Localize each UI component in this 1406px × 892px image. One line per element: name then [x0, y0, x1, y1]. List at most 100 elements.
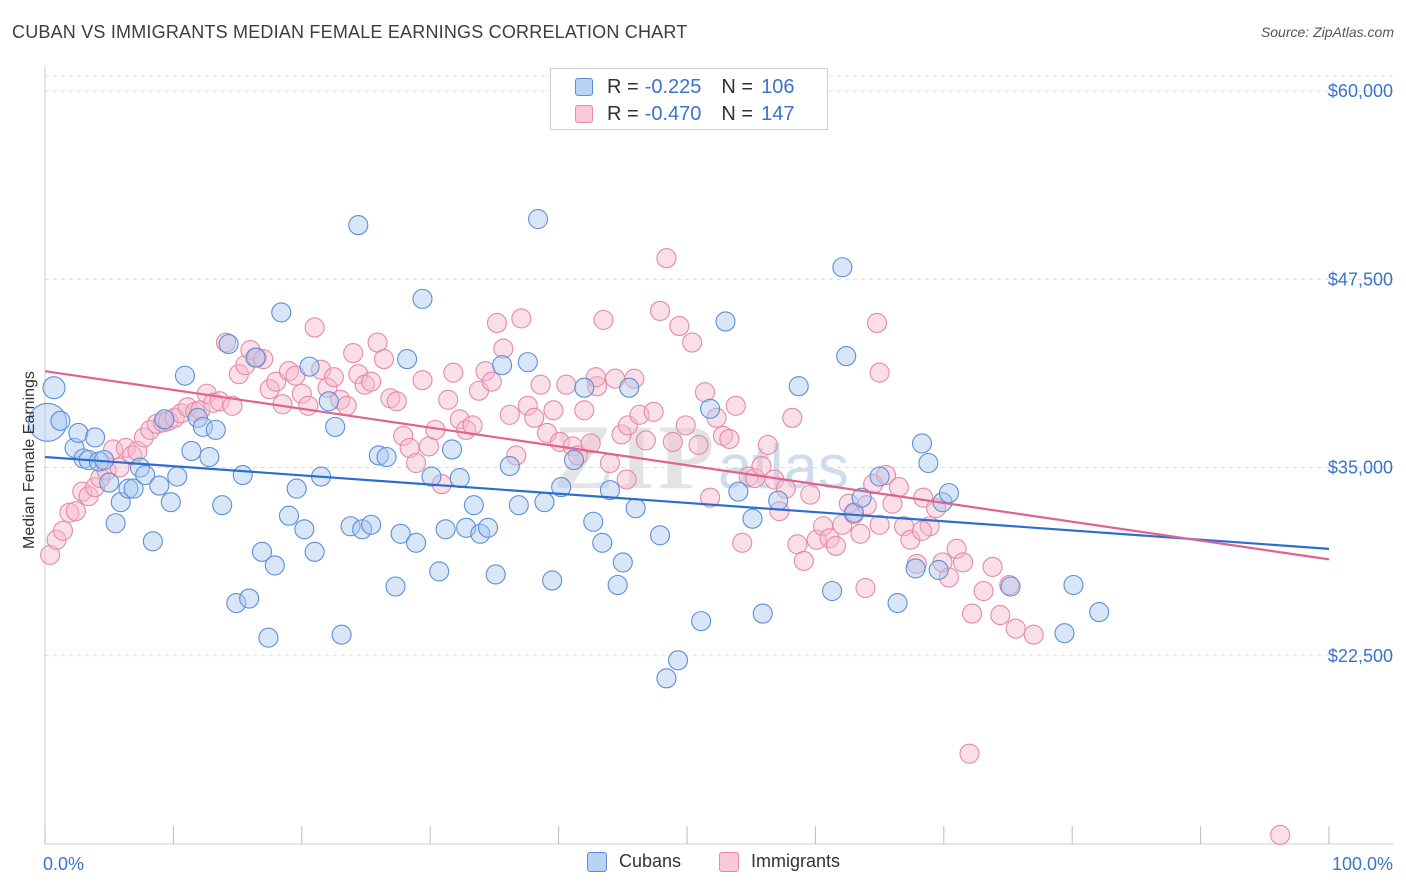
data-point [619, 377, 640, 398]
cubans-swatch [575, 78, 593, 96]
data-point [253, 349, 274, 370]
data-point [226, 593, 247, 614]
data-point [443, 362, 464, 383]
data-point [463, 495, 484, 516]
legend-n-label: N = [721, 75, 754, 98]
data-point [667, 650, 689, 671]
data-point [1270, 824, 1291, 846]
data-point [203, 392, 224, 413]
data-point [251, 541, 273, 562]
y-tick-label: $35,000 [1328, 458, 1393, 478]
chart-title: CUBAN VS IMMIGRANTS MEDIAN FEMALE EARNIN… [12, 22, 688, 42]
data-point [656, 248, 677, 269]
data-point [304, 541, 325, 562]
data-point [612, 552, 633, 573]
data-point [869, 466, 890, 487]
data-point [715, 311, 736, 332]
legend-row-cubans: R = -0.225 N = 106 [575, 76, 794, 98]
data-point [105, 513, 126, 534]
data-point [59, 502, 80, 523]
axes [44, 66, 1393, 845]
data-point [393, 425, 414, 446]
data-point [499, 455, 520, 477]
data-point [340, 516, 361, 537]
immigrants-swatch [719, 851, 739, 872]
data-point [961, 603, 983, 624]
data-point [625, 498, 646, 519]
data-point [65, 501, 86, 522]
data-point [855, 577, 876, 599]
x-tick-label: 100.0% [1332, 854, 1393, 874]
data-point [793, 550, 814, 571]
data-point [607, 574, 628, 596]
data-point [294, 519, 315, 540]
data-point [530, 374, 551, 395]
data-point [421, 466, 442, 487]
legend-row-immigrants: R = -0.470 N = 147 [575, 103, 794, 125]
legend-item-cubans[interactable]: Cubans [587, 851, 681, 872]
data-point [449, 468, 470, 489]
data-point [485, 564, 506, 585]
data-point [40, 544, 61, 565]
data-point [732, 532, 753, 553]
data-point [245, 347, 266, 368]
data-point [649, 300, 671, 321]
data-point [135, 465, 156, 486]
data-point [574, 377, 595, 398]
data-point [390, 523, 411, 544]
data-point [583, 511, 604, 532]
data-point [669, 315, 690, 337]
data-point [361, 371, 382, 392]
x-tick-label: 0.0% [43, 854, 84, 874]
data-point [50, 410, 71, 431]
data-point [599, 480, 621, 501]
legend-n-value: 147 [761, 102, 795, 125]
data-point [1000, 576, 1021, 597]
data-point [406, 452, 427, 474]
data-point [528, 209, 549, 230]
legend-r-label: R = [607, 102, 639, 125]
data-point [318, 391, 339, 412]
data-point [959, 743, 980, 764]
data-point [850, 523, 871, 544]
data-point [140, 419, 161, 440]
data-point [580, 433, 601, 454]
data-point [167, 466, 188, 487]
y-tick-label: $60,000 [1328, 81, 1393, 101]
data-point [1005, 618, 1026, 639]
data-point [429, 561, 450, 582]
x-tick-labels: 0.0% 100.0% [43, 854, 1393, 874]
data-point [174, 365, 196, 386]
data-point [212, 495, 233, 516]
data-point [888, 477, 909, 498]
data-point [999, 574, 1020, 596]
data-point [361, 514, 382, 535]
data-point [278, 505, 300, 526]
data-point [271, 302, 292, 323]
data-point [181, 440, 202, 462]
data-point [869, 362, 890, 383]
data-point [222, 395, 243, 416]
legend-r-label: R = [607, 75, 639, 98]
data-point [599, 452, 621, 474]
data-point [441, 439, 463, 460]
data-point [506, 445, 527, 466]
data-point [304, 317, 325, 338]
data-point [376, 446, 397, 468]
data-point [149, 475, 170, 496]
data-point [343, 343, 364, 364]
data-point [499, 404, 520, 425]
data-point [286, 478, 307, 499]
data-point [218, 333, 239, 355]
data-point [232, 465, 253, 486]
data-point [675, 415, 696, 436]
legend-r-value: -0.225 [644, 75, 702, 98]
data-point [1054, 623, 1075, 644]
data-point [42, 376, 66, 400]
data-point [534, 492, 555, 513]
data-point [742, 508, 763, 529]
data-point [825, 535, 846, 556]
y-tick-label: $22,500 [1328, 646, 1393, 666]
legend-item-immigrants[interactable]: Immigrants [719, 851, 840, 872]
